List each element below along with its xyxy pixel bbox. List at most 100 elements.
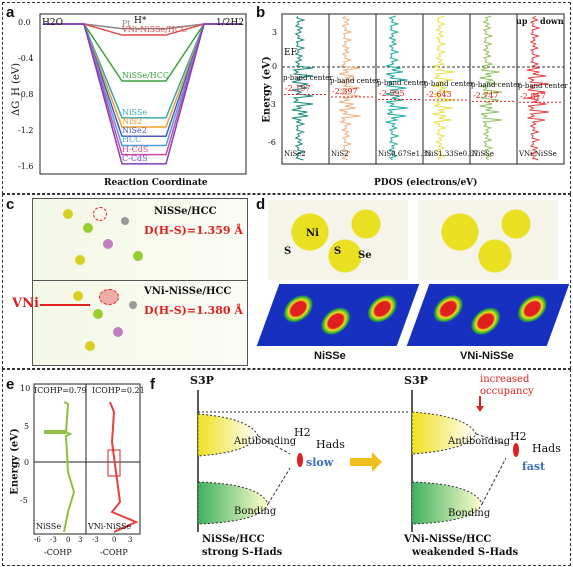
a-tick-1: -0.4 [18,54,34,63]
c-structure-bottom [32,280,248,366]
f-left-caption1: NiSSe/HCC [202,534,265,545]
panel-e: e ICOHP=0.79 ICOHP=0.21 Energy (eV) 10 5… [4,372,145,562]
e-xtick-r0: -3 [92,536,99,544]
b-tick-2: -3 [268,100,276,109]
b-band-label-0: p-band center [283,74,333,83]
b-col-name-3: NiS1.33Se0.67 [425,150,479,158]
b-col-name-0: NiSe2 [284,150,306,158]
e-right-name: VNi-NiSSe [88,522,132,531]
f-hads-right: Hads [532,442,561,455]
f-hads-left: Hads [316,438,345,451]
b-pdos-5 [526,15,550,161]
panel-e-chart [33,383,141,535]
a-curve-label-2: NiSSe/HCC [122,71,170,81]
e-xtick-r1: 0 [112,536,117,544]
f-antibonding-left: Antibonding [234,436,297,447]
b-band-label-5: p-band center [518,82,568,91]
b-xlabel: PDOS (electrons/eV) [374,178,478,188]
a-curve-label-7: H-CdS [122,144,149,154]
panel-d: d Ni S S Se NiSSe VNi-NiSSe [254,196,570,366]
e-xlabel-left: -COHP [44,548,72,557]
b-pdos-2 [385,15,408,161]
f-right-caption2: weakended S-Hads [412,547,519,558]
a-tick-3: -1.2 [18,126,34,135]
b-ef: EF [284,48,297,58]
b-pdos-3 [432,15,455,161]
b-center-value-2: -2.595 [379,89,405,99]
b-band-label-2: p-band center [377,79,427,88]
d-atom-se: Se [358,250,372,261]
b-pdos-0 [291,15,314,161]
frame-middle [2,194,571,369]
b-col-name-2: NiS0.67Se1.33 [378,150,432,158]
c-bottom-title: VNi-NiSSe/HCC [144,286,232,297]
panel-label-a: a [6,4,15,21]
f-bonding-left: Bonding [234,506,277,517]
f-left-caption2: strong S-Hads [202,547,283,558]
e-ytick-3: -5 [20,496,28,505]
panel-a-chart [39,13,247,175]
panel-label-b: b [256,4,266,21]
c-vacancy-arrow [40,304,90,306]
d-left-caption: NiSSe [314,350,346,362]
b-band-label-3: p-band center [424,80,474,89]
e-xtick-l2: 0 [66,536,71,544]
a-curve-label-5: NiSe2 [122,126,147,136]
b-tick-3: -6 [268,138,276,147]
f-s3p-right: S3P [404,374,428,387]
e-xtick-l3: 3 [78,536,83,544]
d-charge-left [268,200,408,280]
f-fast: fast [522,460,546,473]
a-tick-4: -1.6 [18,162,34,171]
b-center-value-3: -2.643 [426,90,452,100]
d-atom-s1: S [284,246,292,257]
a-curve-label-6: HCC [122,135,142,145]
f-h2-right: H2 [510,430,527,443]
e-ytick-2: 0 [24,458,30,467]
b-col-name-1: NiS2 [331,150,349,158]
c-top-dist: D(H-S)=1.359 Å [144,224,243,237]
b-pdos-1 [338,15,361,161]
c-vacancy: VNi [12,296,39,311]
d-atom-ni: Ni [306,228,319,239]
b-center-value-1: -2.397 [332,86,358,96]
panel-b: b Energy (eV) 3 0 -3 -6 EF up down PDOS … [254,4,569,192]
a-curve-8 [44,23,242,165]
b-up: up [516,16,528,26]
panel-f: f S3P S3P Antibonding Antibonding Bondin… [150,372,569,562]
f-right-caption1: VNi-NiSSe/HCC [404,534,492,545]
b-down: down [540,16,564,26]
panel-b-chart [281,13,565,165]
frame-bottom [2,369,571,566]
a-mid-label: H* [134,16,147,26]
d-right-caption: VNi-NiSSe [460,350,514,362]
a-tick-2: -0.8 [18,90,34,99]
b-band-label-1: p-band center [330,76,380,85]
c-top-title: NiSSe/HCC [154,206,217,217]
f-antibonding-right: Antibonding [448,436,511,447]
a-tick-0: 0.0 [18,18,31,27]
e-right-icohp: ICOHP=0.21 [92,386,145,395]
panel-label-f: f [150,376,155,393]
f-occupancy: occupancy [480,386,534,397]
e-xtick-r2: 3 [128,536,133,544]
panel-label-d: d [256,196,266,213]
b-tick-0: 3 [272,28,278,37]
d-charge-right [418,200,558,280]
f-increased: increased [480,374,530,385]
e-left-icohp: ICOHP=0.79 [34,386,87,395]
e-ytick-1: 5 [24,422,30,431]
a-curve-label-3: NiSSe [122,107,148,117]
a-curve-label-1: VNi-NiSSe/HCC [122,25,188,35]
a-start-label: H2O [42,18,63,28]
e-xtick-l0: -6 [34,536,41,544]
a-curve-label-0: Pt [122,18,131,28]
f-s3p-left: S3P [190,374,214,387]
panel-label-c: c [6,196,15,213]
panel-f-diagram [197,390,519,532]
b-center-value-5: -2.817 [520,92,546,102]
b-center-value-0: -2.197 [285,84,311,94]
b-tick-1: 0 [272,62,278,71]
f-h2-left: H2 [294,426,311,439]
a-xlabel: Reaction Coordinate [104,178,208,188]
